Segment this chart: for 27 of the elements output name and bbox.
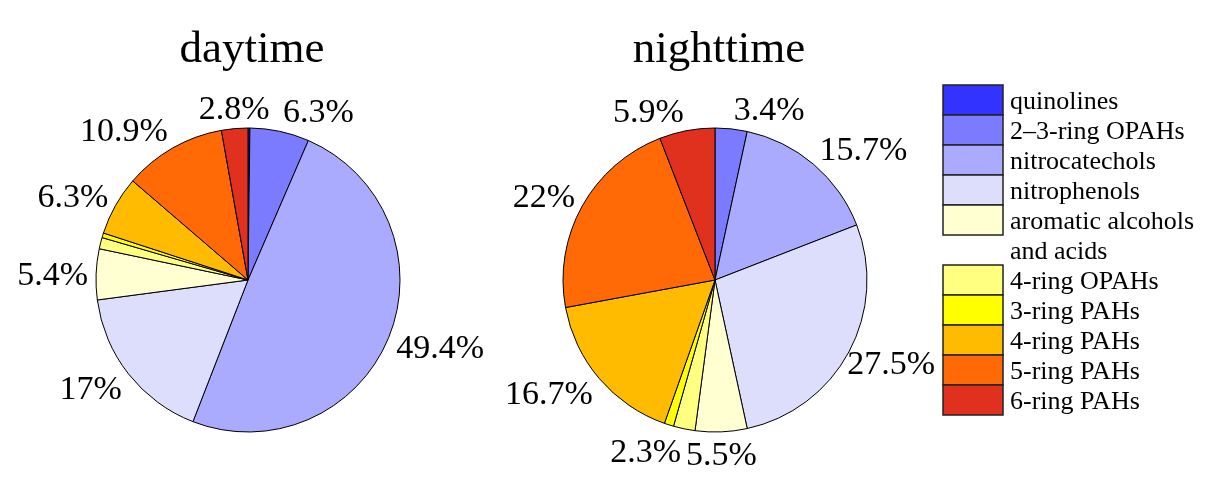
data-label: 5.5% [686,435,757,473]
slice-label: nighttime [632,22,806,72]
legend-label: 4-ring PAHs [1010,326,1140,356]
data-label: 5.4% [17,255,89,293]
data-label: 10.9% [79,111,168,149]
slice-label: daytime [179,22,325,72]
legend-label: 6-ring PAHs [1010,386,1140,416]
legend-label: 3-ring PAHs [1010,296,1140,326]
data-label: 15.7% [819,130,908,168]
legend-label: aromatic alcohols and acids [1010,206,1195,266]
data-label: 2.3% [610,431,681,469]
legend-label: nitrocatechols [1010,146,1156,176]
data-label: 6.3% [37,176,109,214]
data-label: 22% [512,177,576,215]
data-label: 3.4% [733,89,805,127]
legend-label: 4-ring OPAHs [1010,266,1159,296]
legend-label: 5-ring PAHs [1010,356,1140,386]
data-label: 49.4% [396,327,484,365]
data-label: 16.7% [505,374,593,412]
legend-label: nitrophenols [1010,176,1140,206]
data-label: 27.5% [847,343,935,381]
legend-label: 2–3-ring OPAHs [1010,116,1185,146]
data-label: 17% [59,368,122,406]
data-label: 2.8% [198,89,270,127]
legend-label: quinolines [1010,86,1119,116]
data-label: 6.3% [283,92,354,130]
data-label: 5.9% [613,91,684,129]
